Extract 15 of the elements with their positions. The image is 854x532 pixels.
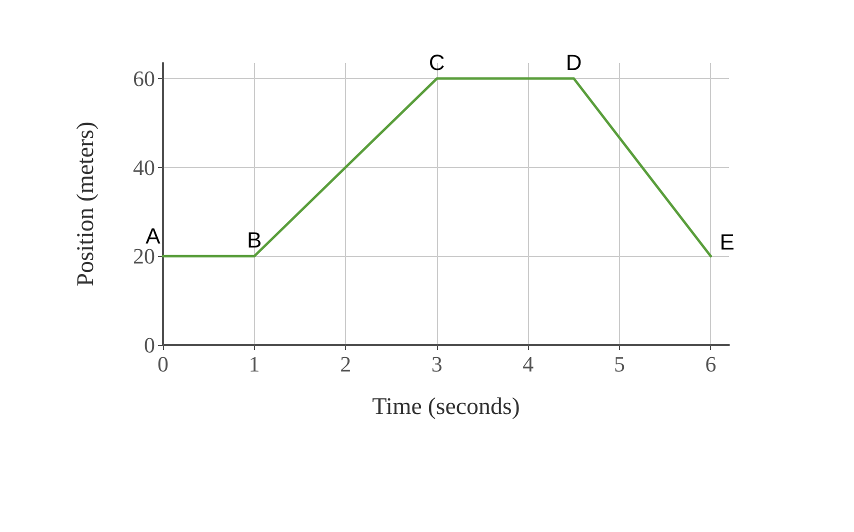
y-tick-label: 40 — [133, 154, 155, 180]
y-axis-title: Position (meters) — [73, 122, 99, 286]
x-tick-label: 6 — [705, 352, 716, 376]
x-tick-label: 3 — [431, 352, 442, 376]
x-axis-title: Time (seconds) — [372, 394, 520, 420]
x-tick-label: 2 — [340, 352, 352, 376]
x-tick-label: 1 — [248, 352, 260, 376]
x-tick-label: 4 — [522, 352, 534, 376]
annotation: D — [566, 50, 582, 76]
annotation: E — [720, 230, 734, 255]
x-tick-label: 5 — [614, 352, 625, 376]
annotation: C — [428, 50, 445, 76]
y-tick-label: 60 — [133, 66, 155, 92]
annotation: B — [246, 228, 262, 253]
y-tick-label: 0 — [144, 332, 155, 358]
